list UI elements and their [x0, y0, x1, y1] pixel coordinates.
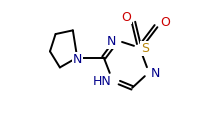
Text: N: N	[150, 67, 160, 80]
Text: HN: HN	[93, 75, 112, 88]
Text: O: O	[122, 10, 132, 24]
Text: O: O	[161, 16, 171, 29]
Text: N: N	[106, 35, 116, 48]
Text: S: S	[141, 42, 149, 55]
Text: N: N	[72, 52, 82, 66]
